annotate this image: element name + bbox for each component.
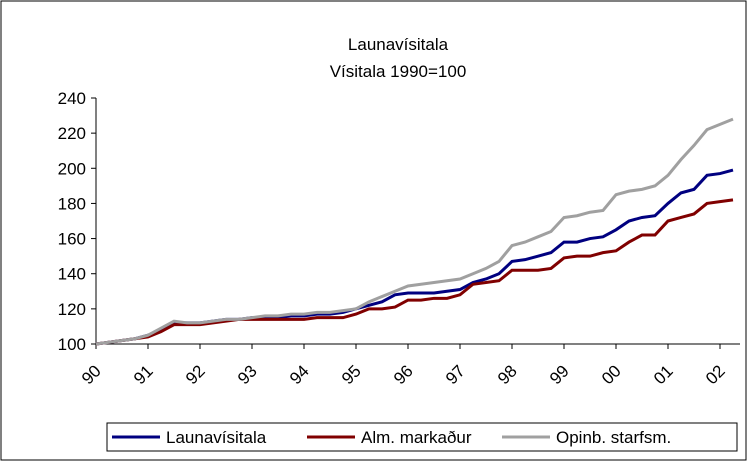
y-tick-label: 200 — [58, 159, 86, 178]
legend-label: Launavísitala — [166, 428, 267, 447]
legend-label: Opinb. starfsm. — [556, 428, 671, 447]
y-tick-label: 120 — [58, 300, 86, 319]
legend-box — [106, 422, 738, 452]
y-tick-label: 180 — [58, 194, 86, 213]
y-tick-label: 140 — [58, 265, 86, 284]
chart-subtitle: Vísitala 1990=100 — [330, 62, 467, 81]
y-tick-label: 100 — [58, 335, 86, 354]
legend-label: Alm. markaður — [361, 428, 472, 447]
series-line — [95, 198, 734, 346]
y-tick-label: 220 — [58, 124, 86, 143]
y-tick-label: 240 — [58, 89, 86, 108]
series-line — [95, 117, 734, 346]
chart-title: Launavísitala — [348, 35, 449, 54]
y-tick-label: 160 — [58, 230, 86, 249]
